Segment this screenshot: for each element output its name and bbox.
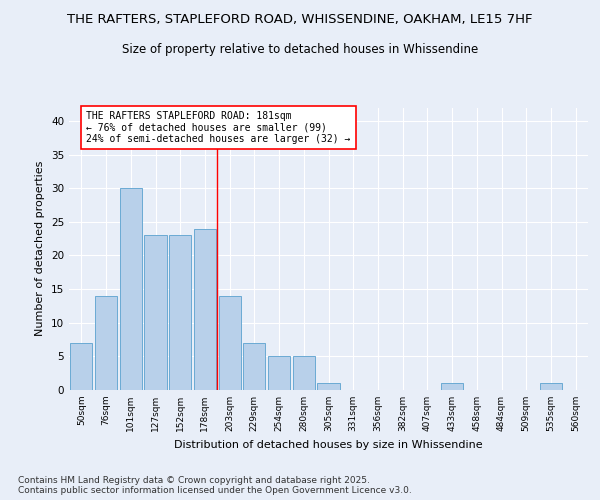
Bar	[194, 228, 216, 390]
X-axis label: Distribution of detached houses by size in Whissendine: Distribution of detached houses by size …	[174, 440, 483, 450]
Bar	[243, 343, 265, 390]
Text: Size of property relative to detached houses in Whissendine: Size of property relative to detached ho…	[122, 42, 478, 56]
Text: Contains HM Land Registry data © Crown copyright and database right 2025.
Contai: Contains HM Land Registry data © Crown c…	[18, 476, 412, 495]
Bar	[169, 236, 191, 390]
Bar	[268, 356, 290, 390]
Bar	[441, 384, 463, 390]
Bar	[218, 296, 241, 390]
Bar	[145, 236, 167, 390]
Bar	[119, 188, 142, 390]
Bar	[540, 384, 562, 390]
Bar	[70, 343, 92, 390]
Bar	[293, 356, 315, 390]
Text: THE RAFTERS, STAPLEFORD ROAD, WHISSENDINE, OAKHAM, LE15 7HF: THE RAFTERS, STAPLEFORD ROAD, WHISSENDIN…	[67, 12, 533, 26]
Bar	[95, 296, 117, 390]
Text: THE RAFTERS STAPLEFORD ROAD: 181sqm
← 76% of detached houses are smaller (99)
24: THE RAFTERS STAPLEFORD ROAD: 181sqm ← 76…	[86, 111, 350, 144]
Bar	[317, 384, 340, 390]
Y-axis label: Number of detached properties: Number of detached properties	[35, 161, 46, 336]
